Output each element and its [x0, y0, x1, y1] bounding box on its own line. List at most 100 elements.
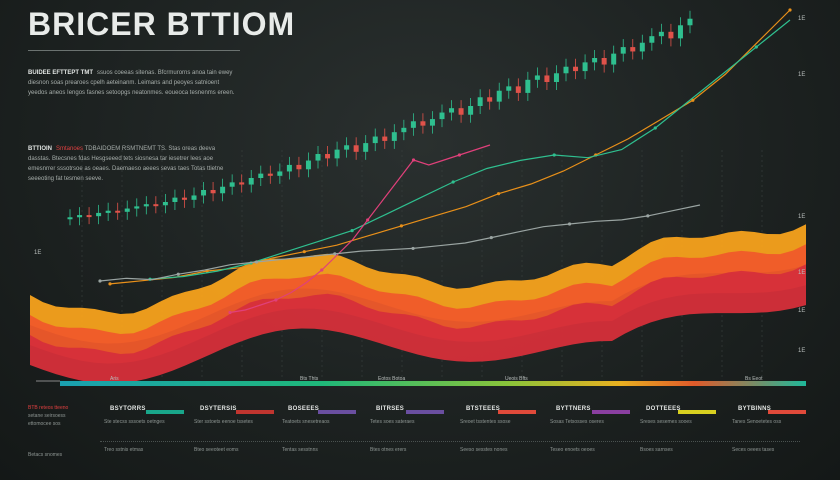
chart-title: BRICER BTTIOM — [28, 6, 296, 42]
line-point — [754, 45, 758, 49]
line-point — [350, 229, 354, 233]
candle-body — [506, 86, 512, 91]
candle-body — [391, 132, 397, 141]
legend-item: BYTBINNS Tanes Senoetetes oss Seces oeee… — [732, 406, 806, 453]
description-paragraph-2: BTTIOIN Smtanoes TDBAIDOEM RSMTNEMT TS. S… — [28, 144, 238, 184]
time-label: Bts Thts — [300, 376, 319, 382]
legend-label: BITRSES — [376, 406, 405, 412]
notes-block: BTB reteos tteeno setane seirsoess ettom… — [28, 404, 108, 428]
notes-block-2: Betacs snomes — [28, 452, 63, 458]
x-axis-band — [60, 381, 806, 386]
line-point — [496, 192, 501, 196]
candle-body — [162, 202, 168, 206]
line-point — [98, 279, 102, 283]
note-line: ettomocee sos — [28, 421, 61, 427]
legend-desc: Btes otnes erers — [370, 447, 407, 453]
candle-body — [229, 182, 235, 187]
candle-body — [267, 173, 273, 176]
line-point — [653, 126, 657, 130]
line-point — [274, 298, 278, 302]
candle-body — [573, 66, 579, 72]
time-label: Bs Eeot — [745, 376, 763, 382]
legend-desc: Teseo enoets oeoes — [550, 447, 595, 453]
line-point — [333, 252, 337, 256]
candle-body — [410, 121, 416, 128]
legend-item: DOTTEEES Sreses sesemes sooes Bsoes sarn… — [640, 406, 716, 453]
candle-body — [201, 190, 207, 196]
right-axis-label: 1E — [798, 308, 806, 314]
candle-body — [143, 204, 149, 207]
line-point — [228, 310, 232, 315]
legend-label: BYTBINNS — [738, 406, 772, 412]
note-line: BTB reteos tteeno — [28, 405, 69, 411]
legend-label: BYTTNERS — [556, 406, 591, 412]
legend-item: BSYTORRS Ste stecss sssoets oetnges Treo… — [104, 406, 184, 453]
right-axis-label: 1E — [798, 72, 806, 78]
legend-desc: Tentas sesstnns — [282, 447, 318, 453]
candle-body — [468, 106, 474, 115]
line-point — [254, 260, 259, 264]
candle-body — [220, 186, 226, 194]
right-axis-label: 1E — [798, 348, 806, 354]
area-layer — [30, 244, 806, 364]
candle-body — [534, 75, 540, 80]
candle-body — [86, 215, 92, 218]
left-axis-label: 1E — [34, 250, 42, 256]
candle-body — [105, 210, 111, 213]
candle-body — [649, 36, 655, 43]
candle-body — [372, 136, 378, 144]
candle-body — [353, 145, 359, 152]
area-layer — [30, 224, 806, 344]
candle-body — [449, 108, 455, 113]
legend-swatch — [406, 410, 444, 414]
candle-body — [401, 127, 407, 133]
legend-divider — [100, 441, 800, 443]
line-point — [788, 8, 792, 12]
time-label: Eotos Botoa — [378, 376, 406, 382]
legend-desc: Bteo seeoteet eoms — [194, 447, 239, 453]
line-series — [229, 144, 491, 314]
candle-body — [477, 97, 483, 106]
legend-desc: Treo sstnis etmas — [104, 447, 144, 453]
line-point — [366, 218, 370, 222]
candle-body — [496, 90, 502, 102]
candle-body — [124, 208, 130, 212]
line-point — [457, 153, 462, 157]
legend-desc: Seeso sesstes nones — [460, 447, 508, 453]
paragraph-2-head: BTTIOIN — [28, 146, 52, 152]
legend-label: BOSEEES — [288, 406, 320, 412]
legend-swatch — [678, 410, 716, 414]
right-axis-label: 1E — [798, 214, 806, 220]
candle-body — [296, 164, 302, 170]
legend-item: BITRSES Tetes soes sateraes Btes otnes e… — [370, 406, 444, 453]
legend-desc: Tetes soes sateraes — [370, 419, 415, 425]
legend-label: BTSTEEES — [466, 406, 501, 412]
description-paragraph-1: BUIDEE EFTTEPT TMT ssuos coeeas sitenas. … — [28, 68, 238, 98]
legend-item: DSYTERSIS Ster sstoets eenoe tssetes Bte… — [194, 406, 274, 453]
line-point — [411, 158, 416, 162]
candle-body — [544, 75, 550, 82]
candle-body — [668, 31, 674, 39]
candle-body — [553, 73, 559, 82]
legend-item: BTSTEEES Sreoet tsstentes ssose Seeso se… — [460, 406, 536, 453]
candle-body — [248, 178, 254, 185]
candlestick-group — [67, 10, 693, 226]
legend-desc: Ste stecss sssoets oetnges — [104, 419, 165, 425]
legend-desc: Tanes Senoetetes oss — [732, 419, 782, 425]
candle-body — [639, 42, 645, 52]
legend-label: DSYTERSIS — [200, 406, 237, 412]
paragraph-2-text: TDBAIDOEM RSMTNEMT TS. Stas oreas deeva … — [28, 146, 224, 182]
legend-swatch — [236, 410, 274, 414]
candle-body — [325, 154, 331, 159]
candle-body — [277, 171, 283, 176]
line-point — [567, 222, 572, 226]
candle-body — [439, 112, 445, 120]
candle-body — [172, 197, 178, 202]
candle-body — [153, 204, 159, 207]
line-series-group — [98, 8, 792, 315]
line-point — [302, 250, 306, 254]
candle-body — [134, 206, 140, 209]
candle-body — [658, 31, 664, 37]
candle-body — [429, 119, 435, 126]
